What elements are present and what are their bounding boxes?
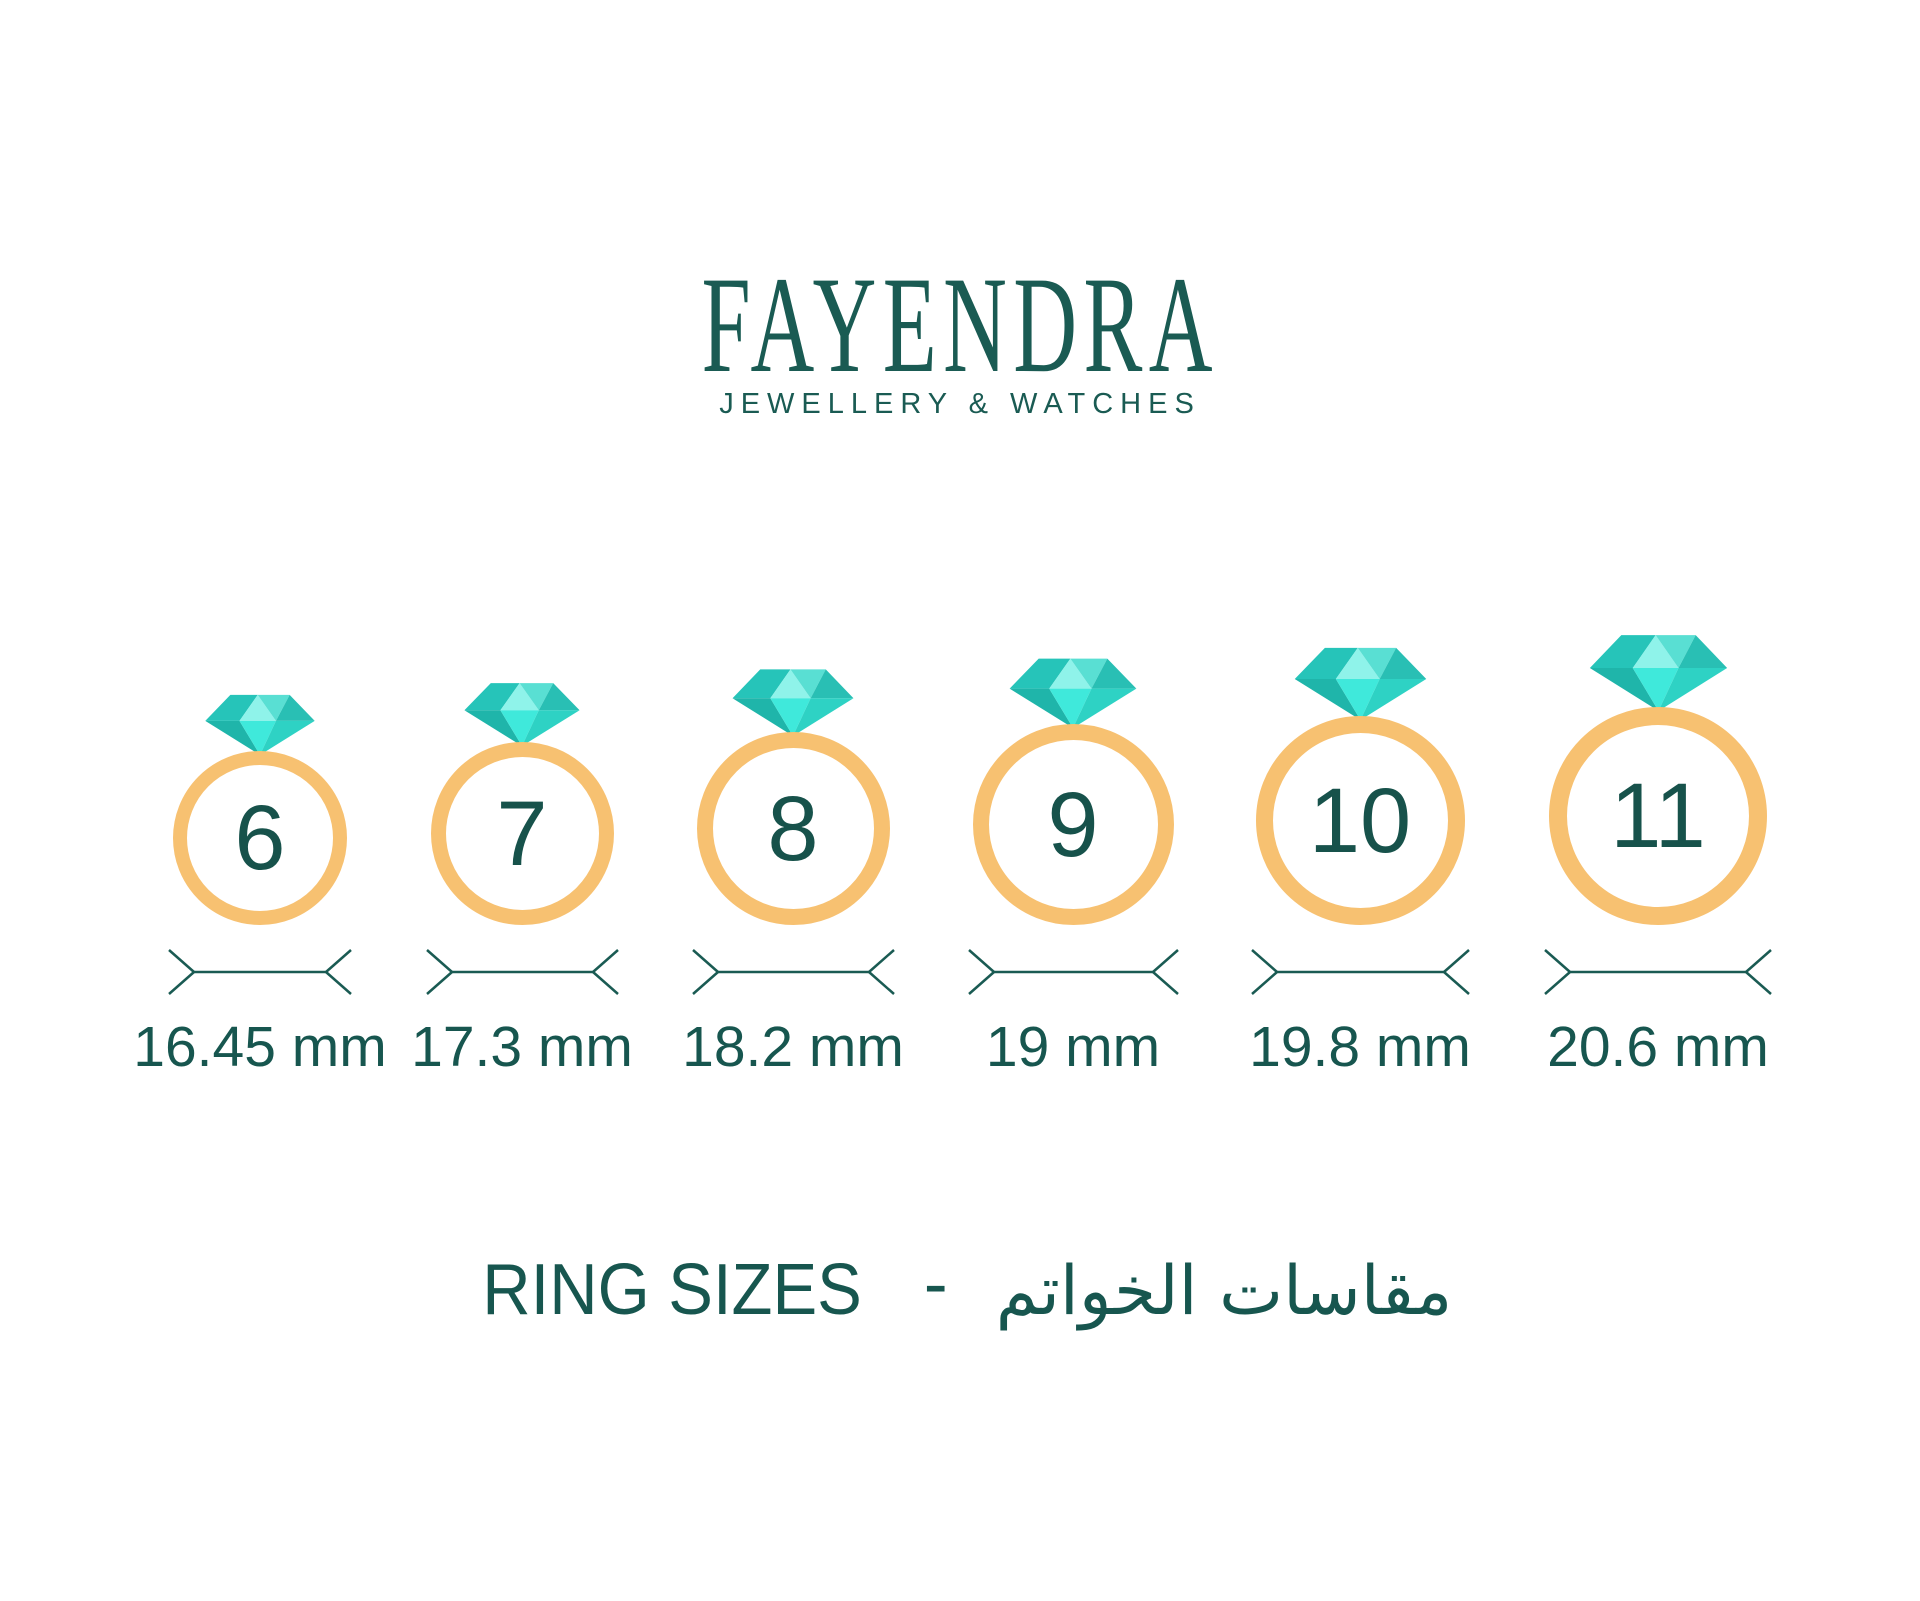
- diameter-label: 17.3 mm: [411, 1015, 633, 1079]
- width-dimension-arrows-icon: [1544, 949, 1772, 995]
- diamond-gem-icon: [732, 669, 854, 736]
- diamond-gem-icon: [464, 683, 580, 746]
- diameter-label: 16.45 mm: [133, 1015, 387, 1079]
- ring-size-number: 6: [234, 787, 286, 889]
- diamond-gem-icon: [205, 694, 315, 755]
- ring-size-number: 11: [1610, 765, 1706, 867]
- diamond-gem-icon: [1009, 658, 1137, 728]
- ring-band: 7: [430, 742, 614, 925]
- chart-title: RING SIZES - مقاسات الخواتم: [0, 1244, 1920, 1331]
- brand-tagline: JEWELLERY & WATCHES: [719, 388, 1201, 420]
- diamond-gem-icon: [1589, 635, 1727, 711]
- diamond-gem-icon: [1294, 647, 1426, 720]
- chart-title-en: RING SIZES: [481, 1250, 862, 1330]
- ring-band: 8: [696, 732, 890, 925]
- diameter-label: 19 mm: [985, 1015, 1161, 1079]
- width-dimension-arrows-icon: [425, 949, 619, 995]
- width-dimension-arrows-icon: [691, 949, 895, 995]
- ring-size-number: 8: [767, 777, 819, 880]
- width-dimension-arrows-icon: [967, 949, 1179, 995]
- width-dimension-arrows-icon: [168, 949, 352, 995]
- chart-title-ar: مقاسات الخواتم: [995, 1252, 1453, 1331]
- chart-title-separator: -: [923, 1244, 948, 1324]
- ring-size-number: 9: [1047, 773, 1099, 876]
- ring-band: 11: [1549, 707, 1767, 925]
- ring-band: 9: [972, 724, 1174, 925]
- width-dimension-arrows-icon: [1250, 949, 1470, 995]
- brand-name: FAYENDRA: [701, 248, 1219, 401]
- ring-size-number: 7: [496, 782, 548, 885]
- ring-band: 10: [1255, 716, 1465, 925]
- ring-size-number: 10: [1308, 769, 1412, 872]
- diameter-label: 19.8 mm: [1249, 1015, 1471, 1079]
- diameter-label: 18.2 mm: [682, 1015, 904, 1079]
- ring-band: 6: [173, 751, 347, 925]
- brand-logo: FAYENDRA: [0, 256, 1920, 394]
- diameter-label: 20.6 mm: [1547, 1015, 1769, 1079]
